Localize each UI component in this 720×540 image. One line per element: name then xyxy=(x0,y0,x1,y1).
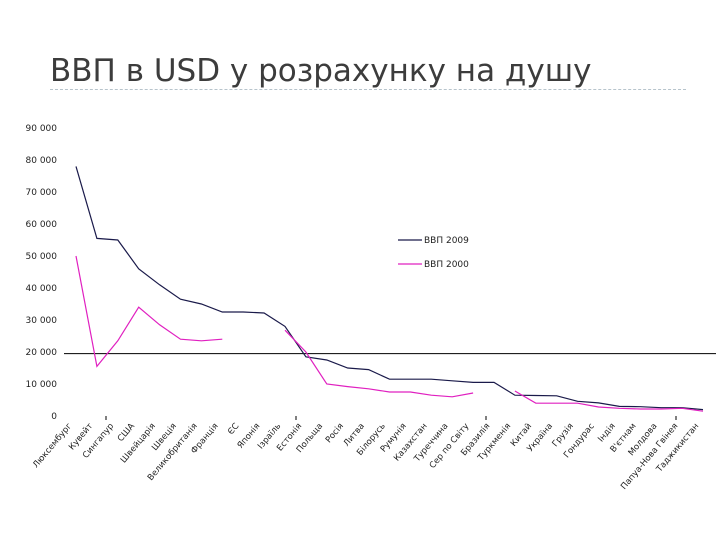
x-tick-label: ЄС xyxy=(226,421,241,437)
legend-label: ВВП 2000 xyxy=(424,260,469,270)
slide-title: ВВП в USD у розрахунку на душу населення xyxy=(50,53,592,96)
series-2-line xyxy=(284,329,474,398)
y-tick-label: 50 000 xyxy=(26,252,58,262)
series-1-line xyxy=(75,166,704,411)
y-tick-label: 30 000 xyxy=(26,316,58,326)
y-tick-label: 0 xyxy=(51,412,57,422)
y-tick-label: 90 000 xyxy=(26,124,58,134)
y-tick-label: 40 000 xyxy=(26,284,58,294)
y-tick-label: 10 000 xyxy=(26,380,58,390)
series-2-line xyxy=(514,390,704,412)
y-tick-label: 80 000 xyxy=(26,156,58,166)
y-tick-label: 20 000 xyxy=(26,348,58,358)
y-tick-label: 60 000 xyxy=(26,220,58,230)
legend-label: ВВП 2009 xyxy=(424,236,469,246)
y-tick-label: 70 000 xyxy=(26,188,58,198)
title-divider xyxy=(50,89,686,90)
series-2-line xyxy=(75,255,223,368)
